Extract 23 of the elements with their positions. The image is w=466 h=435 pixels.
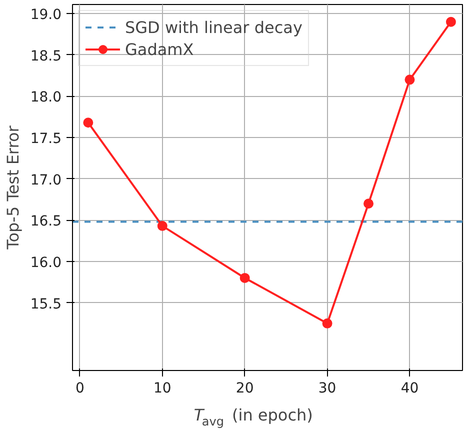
- x-tick-label: 10: [153, 380, 172, 396]
- y-tick-label: 19.0: [30, 7, 62, 24]
- point: [404, 74, 415, 85]
- point: [240, 272, 250, 283]
- y-tick-label: 18.0: [30, 90, 62, 106]
- point: [364, 198, 374, 209]
- x-tick-label: 30: [318, 380, 336, 396]
- legend-label: GadamX: [125, 40, 194, 58]
- y-tick-label: 15.5: [30, 296, 62, 312]
- point: [157, 220, 168, 231]
- point: [322, 318, 332, 328]
- y-tick-label: 17.5: [30, 131, 62, 148]
- y-tick-label: 16.0: [30, 254, 62, 271]
- y-tick-label: 16.5: [30, 214, 62, 230]
- x-tick-label: 20: [236, 380, 254, 396]
- legend-label: SGD with linear decay: [125, 18, 302, 36]
- y-tick-label: 18.5: [30, 48, 62, 64]
- x-tick-label: 40: [400, 380, 419, 396]
- x-tick-label: 0: [75, 380, 84, 396]
- point: [83, 118, 94, 128]
- y-axis-title: Top-5 Test Error: [3, 125, 22, 250]
- y-tick-label: 17.0: [30, 172, 62, 188]
- point: [446, 16, 456, 27]
